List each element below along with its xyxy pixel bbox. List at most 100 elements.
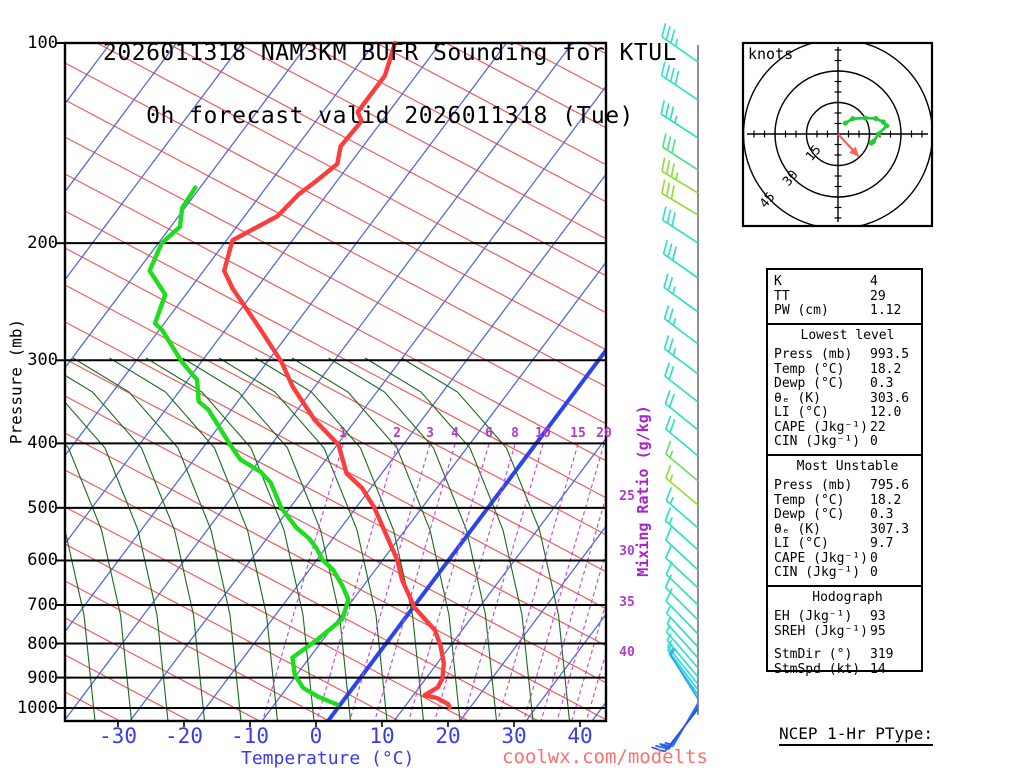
wind-barb [665,587,699,635]
wind-barb [669,648,699,700]
table-row: CAPE (Jkg⁻¹) 0 [768,550,921,567]
wind-barb [665,464,699,506]
table-row: Dewp (°C) 0.3 [768,376,921,392]
wind-barb [664,390,699,431]
wind-barb [667,643,699,691]
pressure-tick-label: 200 [27,233,58,254]
table-row: Temp (°C) 18.2 [768,361,921,378]
wind-barb [661,179,699,216]
table-row-value: 18.2 [870,492,902,508]
table-row-value: 9.7 [870,536,894,551]
pressure-tick-label: 500 [27,497,58,518]
table-row: Press (mb) 993.5 [768,347,921,363]
table-row: EH (Jkg⁻¹) 93 [768,609,921,625]
hodograph-trace [844,116,889,145]
wind-barb [665,606,699,648]
wind-barb [666,616,699,659]
table-row: TT 29 [768,288,921,305]
table-row-value: 22 [870,419,886,435]
mixing-ratio-label: 2 [393,426,401,441]
temperature_C_vs_mb [222,40,452,710]
table-row: StmDir (°) 319 [768,647,921,663]
table-row-label: LI (°C) [774,536,829,551]
table-row-value: 319 [870,647,894,662]
wind-barb [664,574,699,621]
table-row-label: CIN (Jkg⁻¹) [774,434,861,449]
table-row-label: Press (mb) [774,478,853,493]
table-row-label: K [774,274,782,289]
wind-barb [661,157,699,194]
table-row-label: Temp (°C) [774,492,845,508]
wind-barb [663,305,699,345]
temperature-tick-label: 0 [309,724,323,748]
table-row-value: 993.5 [870,347,910,362]
mixing-ratio-label: 40 [619,645,635,660]
table-row-value: 95 [870,623,886,639]
table-row-value: 795.6 [870,478,910,493]
table-row-label: Press (mb) [774,347,853,362]
wind-barb-column [651,23,699,753]
table-row: θₑ (K) 303.6 [768,390,921,407]
table-row-label: CAPE (Jkg⁻¹) [774,419,868,435]
table-row: CIN (Jkg⁻¹) 0 [768,565,921,581]
table-row: Temp (°C) 18.2 [768,492,921,509]
table-row-label: SREH (Jkg⁻¹) [774,623,868,639]
pressure-tick-label: 700 [27,594,58,615]
table-row-label: θₑ (K) [774,521,821,537]
pressure-tick-label: 1000 [17,698,58,718]
wind-barb [663,335,699,375]
table-row-label: PW (cm) [774,303,829,318]
pressure-axis-label: Pressure (mb) [6,318,26,445]
wind-barb [665,526,699,571]
table-row-value: 14 [870,661,886,677]
wind-barb [660,100,699,139]
table-row: CAPE (Jkg⁻¹) 22 [768,419,921,436]
chart-title-line1: 2026011318 NAM3KM BUFR Sounding for KTUL [103,40,677,66]
table-row-value: 18.2 [870,361,902,377]
table-row-value: 307.3 [870,521,910,537]
mixing-ratio-label: 35 [619,595,635,610]
pressure-tick-label: 100 [27,33,58,53]
temperature-tick-label: -10 [231,724,269,748]
temperature-tick-label: 40 [567,724,593,748]
table-row-value: 0 [870,550,878,566]
mixing-ratio-label: 25 [619,489,635,504]
wind-barb [665,624,699,669]
table-row: StmSpd (kt) 14 [768,661,921,678]
table-row: θₑ (K) 307.3 [768,521,921,538]
wind-barb [661,23,699,63]
table-row-label: LI (°C) [774,405,829,420]
wind-barb [664,362,699,403]
table-row: CIN (Jkg⁻¹) 0 [768,434,921,450]
table-row-value: 29 [870,288,886,304]
table-section-header: Most Unstable [796,458,899,474]
table-row-value: 1.12 [870,303,902,318]
mixing-ratio-label: 8 [511,426,519,441]
wind-barb [666,633,699,678]
table-row: SREH (Jkg⁻¹) 95 [768,623,921,640]
table-row-value: 0.3 [870,507,894,522]
pressure-tick-label: 600 [27,550,58,571]
wind-barb [665,415,699,457]
pressure-tick-label: 800 [27,633,58,654]
wind-barb [662,240,699,279]
mixing-ratio-label: 20 [596,426,612,441]
table-row-value: 303.6 [870,390,910,406]
table-row-label: CIN (Jkg⁻¹) [774,565,861,580]
indices-table: K 4 TT 29 PW (cm) 1.12 Lowest level Press (mb) 9… [766,268,923,676]
wind-barb [661,133,699,171]
chart-title: 2026011318 NAM3KM BUFR Sounding for KTUL… [0,1,780,169]
sounding-traces [147,40,452,710]
table-row-value: 0 [870,434,878,449]
table-row-value: 4 [870,274,878,289]
table-row-label: StmSpd (kt) [774,661,861,677]
mixing-ratio-label: 10 [535,426,551,441]
table-row: Press (mb) 795.6 [768,478,921,494]
temperature-axis-label: Temperature (°C) [241,748,415,768]
wind-barb [663,273,699,313]
ptype-block: NCEP 1-Hr PType: None (0" L.E.) [752,686,960,768]
mixing-ratio-label: 6 [485,426,493,441]
table-row: PW (cm) 1.12 [768,303,921,319]
